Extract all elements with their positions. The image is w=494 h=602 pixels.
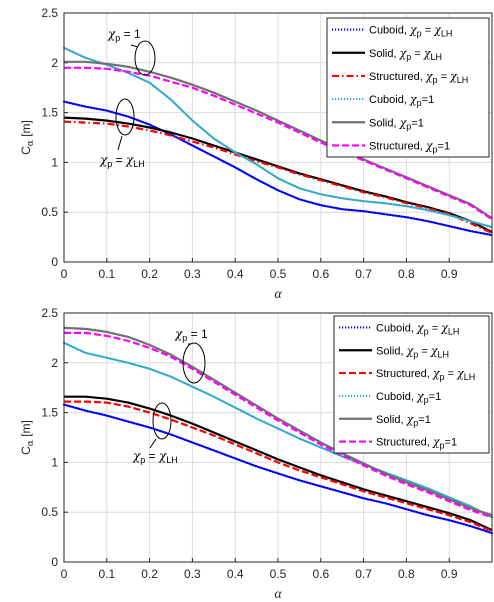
legend-label: Solid, χp = χLH: [376, 344, 449, 359]
chart-panel-2: 0 0.1 0.2 0.3 0.4 0.5 0.6 0.7 0.8 0.9 0 0.5 1 1.5 2 2.5…: [19, 306, 494, 602]
annotation-ellipse: [134, 40, 156, 76]
annotations: χp = 1 χp = χLH: [132, 327, 208, 465]
legend-label: Cuboid, χp = χLH: [376, 321, 459, 336]
annotation-label: χp = 1: [107, 27, 141, 43]
series-line-2: [64, 395, 493, 532]
axes-frame: [63, 312, 493, 563]
series-group: [62, 326, 494, 535]
annotation-leader: [130, 44, 139, 48]
legend-label: Solid, χp=1: [369, 116, 424, 131]
legend-box: [326, 17, 490, 158]
y-axis-label: Cα [m]: [19, 120, 36, 155]
x-tick-label: 0.3: [184, 267, 201, 281]
y-tick-label: 0.5: [41, 505, 58, 519]
legend-box: [333, 315, 490, 454]
legend-label: Structured, χp=1: [369, 139, 450, 154]
chart-panel-1: 0 0.1 0.2 0.3 0.4 0.5 0.6 0.7 0.8 0.9 0 0.5 1 1.5 2 2.5…: [19, 6, 494, 302]
legend-label: Solid, χp = χLH: [369, 47, 442, 62]
y-tick-label: 2: [51, 56, 58, 70]
x-tick-label: 0.5: [270, 267, 287, 281]
x-tick-label: 0.1: [98, 267, 115, 281]
x-tick-label: 0.9: [441, 567, 458, 581]
x-tick-label: 0.3: [184, 567, 201, 581]
y-tick-label: 0.5: [41, 205, 58, 219]
series-line-4: [62, 46, 494, 229]
x-tick-label: 0.2: [141, 567, 158, 581]
x-tick-label: 0.7: [355, 267, 372, 281]
annotation-ellipse: [152, 402, 172, 440]
series-line-3: [63, 120, 493, 235]
series-line-6: [64, 66, 493, 221]
y-tick-label: 2.5: [41, 306, 58, 320]
annotation-leader: [149, 438, 157, 449]
x-tick-label: 0.4: [227, 267, 244, 281]
y-tick-label: 1.5: [41, 406, 58, 420]
annotation-label: χp = χLH: [132, 449, 178, 465]
x-tick-label: 0.8: [398, 267, 415, 281]
annotation-leader: [117, 135, 123, 151]
y-tick-label: 0: [51, 555, 58, 569]
x-tick-label: 0.9: [441, 267, 458, 281]
series-line-4: [62, 341, 494, 519]
x-tick-label: 0: [61, 567, 68, 581]
legend-label: Structured, χp = χLH: [369, 70, 468, 85]
annotation-ellipse: [182, 342, 206, 384]
series-line-3: [64, 400, 493, 533]
series-line-6: [64, 331, 493, 519]
y-axis-label: Cα [m]: [19, 420, 36, 455]
series-group: [62, 46, 494, 237]
x-tick-label: 0.6: [312, 567, 329, 581]
annotation-label: χp = 1: [174, 327, 208, 343]
x-tick-label: 0.6: [312, 267, 329, 281]
legend-label: Solid, χp=1: [376, 413, 431, 428]
annotations: χp = 1 χp = χLH: [99, 27, 156, 169]
series-line-5: [64, 60, 493, 220]
x-axis-label: α: [274, 287, 282, 302]
x-tick-label: 0.1: [98, 567, 115, 581]
series-line-5: [63, 326, 493, 517]
legend-label: Cuboid, χp = χLH: [369, 24, 452, 39]
y-tick-label: 1.5: [41, 106, 58, 120]
x-tick-label: 0.8: [398, 567, 415, 581]
annotation-label: χp = χLH: [99, 153, 145, 169]
series-line-1: [62, 100, 494, 237]
axes-frame: [63, 12, 493, 263]
y-tick-label: 1: [51, 155, 58, 169]
legend-label: Structured, χp = χLH: [376, 367, 475, 382]
legend-label: Cuboid, χp=1: [369, 93, 434, 108]
y-tick-label: 2: [51, 356, 58, 370]
legend: Cuboid, χp = χLH Solid, χp = χLH Structure…: [326, 17, 490, 158]
x-axis-label: α: [274, 587, 282, 602]
y-tick-label: 2.5: [41, 6, 58, 20]
legend-label: Structured, χp=1: [376, 436, 457, 451]
y-tick-label: 1: [51, 455, 58, 469]
x-tick-label: 0: [61, 267, 68, 281]
annotation-ellipse: [115, 98, 135, 136]
x-tick-label: 0.4: [227, 567, 244, 581]
y-tick-label: 0: [51, 255, 58, 269]
legend: Cuboid, χp = χLH Solid, χp = χLH Structure…: [333, 315, 490, 454]
x-tick-label: 0.2: [141, 267, 158, 281]
x-tick-label: 0.7: [355, 567, 372, 581]
series-line-1: [62, 403, 494, 535]
legend-label: Cuboid, χp=1: [376, 390, 441, 405]
x-tick-label: 0.5: [270, 567, 287, 581]
